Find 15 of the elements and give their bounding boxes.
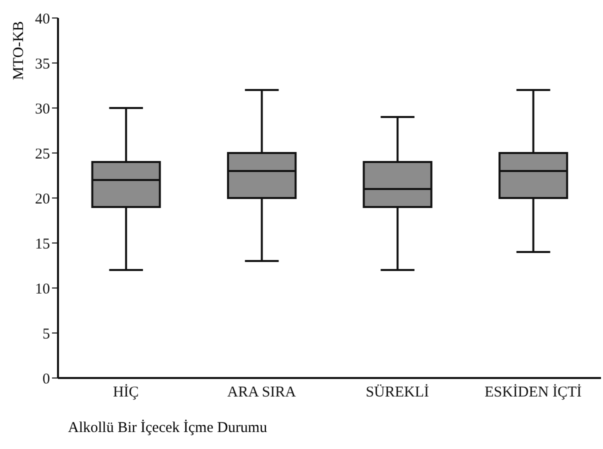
x-tick-label: ARA SIRA <box>227 384 296 401</box>
x-tick-label: HİÇ <box>112 384 139 401</box>
y-tick-label: 35 <box>35 56 50 72</box>
y-tick-label: 30 <box>35 101 50 118</box>
y-tick-label: 15 <box>35 236 50 252</box>
y-tick-label: 5 <box>42 326 50 342</box>
y-axis-title: MTO-KB <box>10 20 28 80</box>
y-tick-label: 0 <box>42 371 50 388</box>
y-tick-label: 20 <box>35 191 50 208</box>
x-tick-label: ESKİDEN İÇTİ <box>484 384 582 401</box>
y-tick-label: 40 <box>35 11 50 28</box>
x-tick-label: SÜREKLİ <box>366 384 430 401</box>
x-axis-title: Alkollü Bir İçecek İçme Durumu <box>68 420 268 437</box>
y-tick-label: 10 <box>35 281 50 298</box>
y-tick-label: 25 <box>35 146 50 162</box>
